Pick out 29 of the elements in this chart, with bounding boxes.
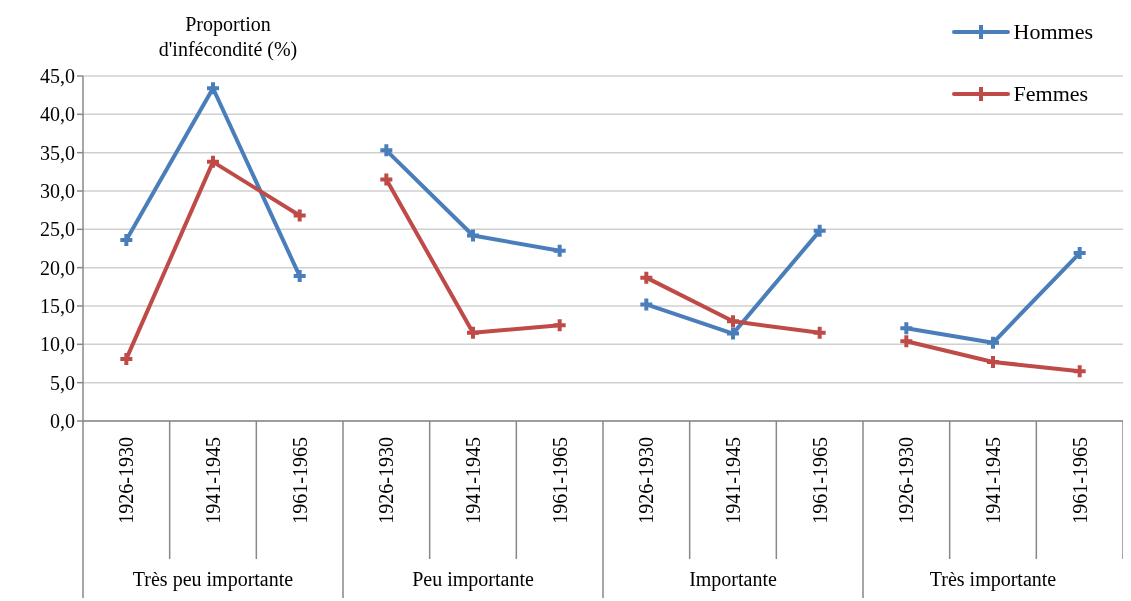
y-tick-label: 25,0 <box>40 218 75 241</box>
text: Très peu importante <box>132 568 294 591</box>
y-tick-label: 15,0 <box>40 295 75 318</box>
y-tick-label: 20,0 <box>40 256 75 279</box>
x-tick-label: 1941-1945 <box>982 437 1004 524</box>
y-tick-label: 40,0 <box>40 103 75 126</box>
x-tick-label: 1961-1965 <box>548 437 571 524</box>
x-tick-label: 1961-1965 <box>808 437 831 524</box>
text: Importante <box>689 568 777 591</box>
y-tick-label: 0,0 <box>50 410 75 433</box>
y-tick-label: 10,0 <box>40 333 75 356</box>
legend-label: Hommes <box>1013 19 1093 45</box>
x-tick-label: 1941-1945 <box>202 437 224 524</box>
text: Très importante <box>929 568 1057 591</box>
y-tick-label: 30,0 <box>40 180 75 203</box>
x-tick-label: 1926-1930 <box>375 437 398 524</box>
x-tick-label: 1926-1930 <box>115 437 138 524</box>
y-tick-label: 5,0 <box>50 371 75 394</box>
legend-label: Femmes <box>1013 81 1089 107</box>
y-tick-label: 35,0 <box>40 141 75 164</box>
x-tick-label: 1926-1930 <box>895 437 918 524</box>
y-axis-title: Proportion d'infécondité (%) <box>157 12 299 62</box>
x-tick-label: 1926-1930 <box>635 437 658 524</box>
x-tick-label: 1941-1945 <box>462 437 484 524</box>
x-tick-label: 1961-1965 <box>288 437 311 524</box>
text: Peu importante <box>412 568 534 591</box>
y-tick-label: 45,0 <box>40 65 75 88</box>
x-tick-label: 1941-1945 <box>722 437 744 524</box>
x-tick-label: 1961-1965 <box>1068 437 1091 524</box>
